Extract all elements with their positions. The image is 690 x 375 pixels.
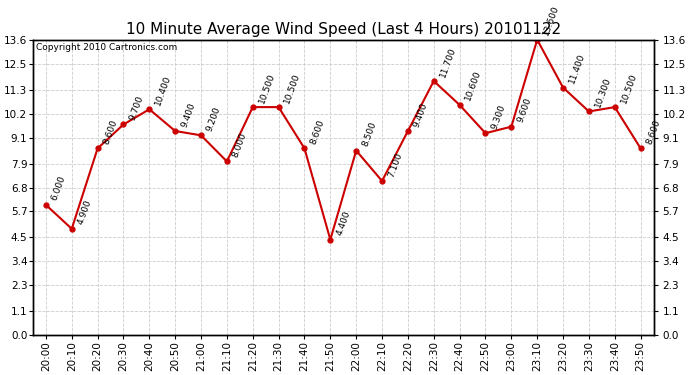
Text: 10.500: 10.500 [257,72,276,104]
Text: 10.500: 10.500 [619,72,638,104]
Text: 10.300: 10.300 [593,76,612,109]
Text: 6.000: 6.000 [50,175,68,202]
Text: 10.500: 10.500 [283,72,302,104]
Text: 10.600: 10.600 [464,69,483,102]
Text: Copyright 2010 Cartronics.com: Copyright 2010 Cartronics.com [36,43,177,52]
Text: 8.600: 8.600 [644,118,662,146]
Text: 10.400: 10.400 [153,74,172,106]
Text: 9.600: 9.600 [515,96,533,124]
Text: 4.400: 4.400 [335,210,352,237]
Text: 8.600: 8.600 [308,118,326,146]
Text: 9.400: 9.400 [179,101,197,128]
Text: 13.600: 13.600 [542,4,561,37]
Text: 4.900: 4.900 [76,199,93,226]
Text: 9.700: 9.700 [128,94,145,122]
Text: 8.000: 8.000 [231,131,248,159]
Text: 9.400: 9.400 [412,101,429,128]
Text: 11.700: 11.700 [438,45,457,78]
Text: 9.300: 9.300 [490,103,507,130]
Text: 7.100: 7.100 [386,151,404,178]
Text: 11.400: 11.400 [567,52,586,85]
Text: 8.600: 8.600 [102,118,119,146]
Title: 10 Minute Average Wind Speed (Last 4 Hours) 20101122: 10 Minute Average Wind Speed (Last 4 Hou… [126,22,561,37]
Text: 8.500: 8.500 [360,120,377,148]
Text: 9.200: 9.200 [205,105,222,133]
